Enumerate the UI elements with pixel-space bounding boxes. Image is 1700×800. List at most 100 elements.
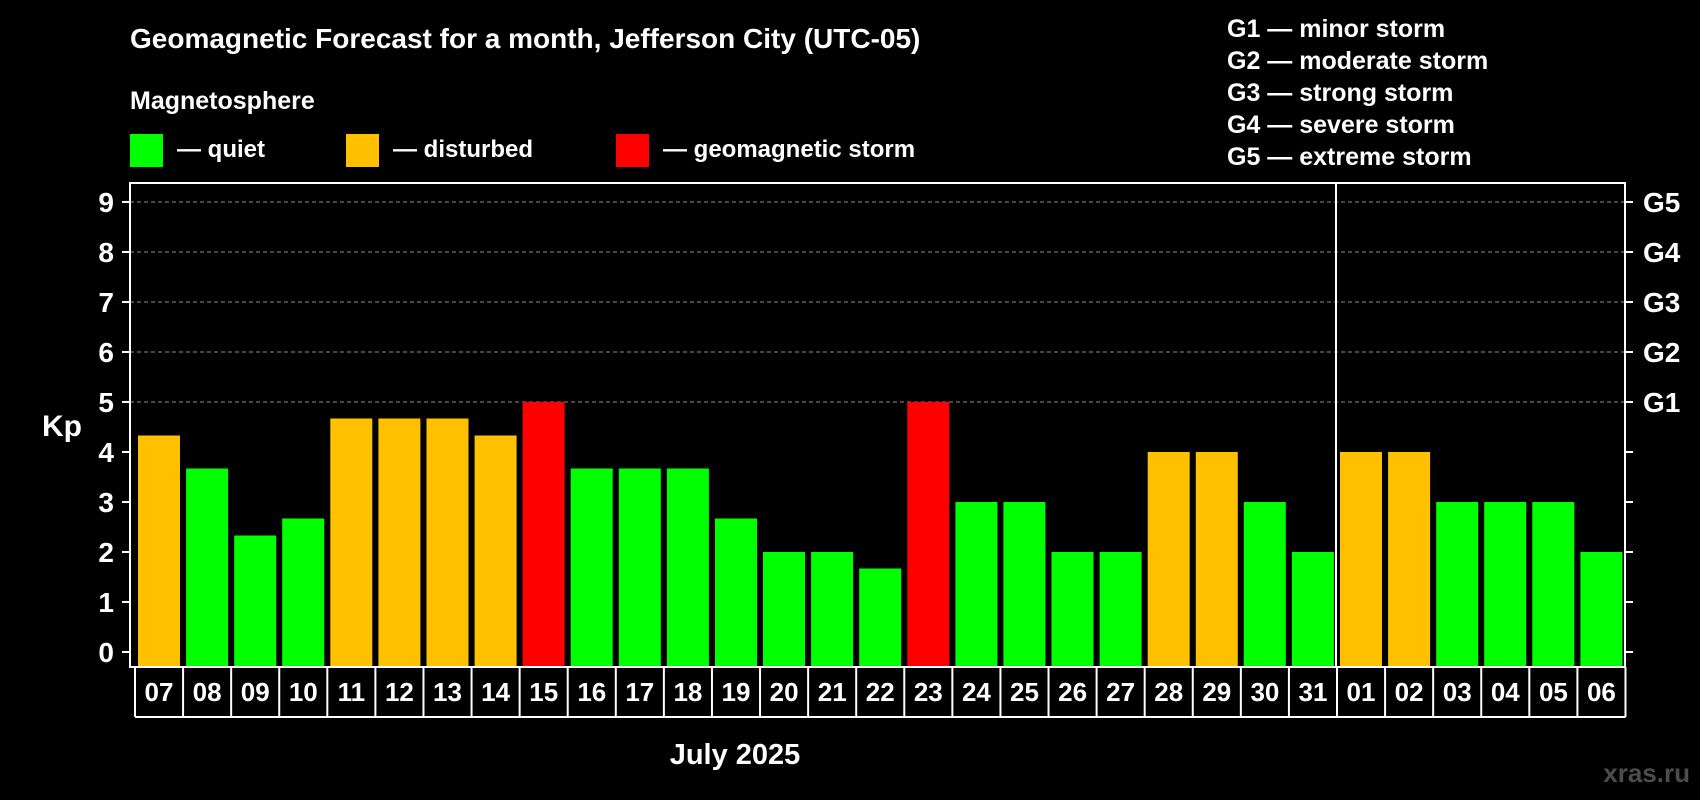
x-tick-label-20: 20 <box>770 677 799 707</box>
bars <box>138 402 1623 667</box>
bar-08 <box>186 468 229 667</box>
storm-scale-legend: G1 — minor storm G2 — moderate storm G3 … <box>1227 15 1488 171</box>
y-tick-label: 2 <box>98 537 114 568</box>
bar-18 <box>666 468 709 667</box>
x-tick-label-03: 03 <box>1443 677 1472 707</box>
bar-05 <box>1532 502 1575 667</box>
y-tick-label: 0 <box>98 637 114 668</box>
x-tick-label-19: 19 <box>722 677 751 707</box>
x-tick-label-13: 13 <box>433 677 462 707</box>
x-tick-label-24: 24 <box>962 677 991 707</box>
x-tick-label-18: 18 <box>673 677 702 707</box>
x-tick-label-12: 12 <box>385 677 414 707</box>
legend-label-disturbed: — disturbed <box>393 136 533 163</box>
bar-22 <box>859 568 902 667</box>
bar-13 <box>426 418 469 667</box>
legend-swatch-disturbed <box>346 134 379 167</box>
bar-07 <box>138 435 180 667</box>
bar-12 <box>378 418 421 667</box>
storm-scale-g4: G4 — severe storm <box>1227 111 1455 139</box>
x-tick-label-14: 14 <box>481 677 510 707</box>
bar-14 <box>474 435 517 667</box>
legend-label-storm: — geomagnetic storm <box>663 136 915 163</box>
y-axis-ticks: 0 1 2 3 4 5 6 7 8 9 <box>98 187 1633 668</box>
x-tick-label-04: 04 <box>1491 677 1520 707</box>
bar-21 <box>811 552 854 667</box>
bar-19 <box>715 518 757 667</box>
x-tick-label-28: 28 <box>1154 677 1183 707</box>
x-tick-label-06: 06 <box>1587 677 1616 707</box>
x-tick-label-11: 11 <box>338 677 366 707</box>
bar-01 <box>1340 452 1382 667</box>
bar-24 <box>955 502 998 667</box>
x-tick-label-29: 29 <box>1202 677 1231 707</box>
storm-level-label-g4: G4 <box>1643 237 1681 268</box>
bar-29 <box>1195 452 1238 667</box>
legend-heading: Magnetosphere <box>130 87 315 115</box>
x-tick-label-09: 09 <box>241 677 270 707</box>
plot-frame <box>129 182 1626 668</box>
x-tick-label-15: 15 <box>529 677 558 707</box>
y-tick-label: 8 <box>98 237 114 268</box>
bar-02 <box>1388 452 1431 667</box>
storm-level-label-g3: G3 <box>1643 287 1680 318</box>
bar-23 <box>907 402 950 667</box>
x-tick-label-27: 27 <box>1106 677 1135 707</box>
x-tick-label-30: 30 <box>1250 677 1279 707</box>
x-tick-label-02: 02 <box>1395 677 1424 707</box>
bar-03 <box>1436 502 1479 667</box>
bar-10 <box>282 518 325 667</box>
bar-04 <box>1484 502 1527 667</box>
watermark: xras.ru <box>1603 758 1690 788</box>
x-tick-label-22: 22 <box>866 677 895 707</box>
x-tick-label-07: 07 <box>145 677 174 707</box>
y-tick-label: 3 <box>98 487 114 518</box>
storm-scale-g2: G2 — moderate storm <box>1227 47 1488 75</box>
bar-28 <box>1147 452 1190 667</box>
bar-20 <box>763 552 805 667</box>
bar-16 <box>570 468 613 667</box>
bar-30 <box>1243 502 1286 667</box>
bar-09 <box>234 535 277 667</box>
legend-swatch-storm <box>616 134 649 167</box>
bar-27 <box>1099 552 1142 667</box>
x-tick-label-23: 23 <box>914 677 943 707</box>
storm-scale-g5: G5 — extreme storm <box>1227 143 1472 171</box>
storm-level-label-g1: G1 <box>1643 387 1680 418</box>
x-tick-label-05: 05 <box>1539 677 1568 707</box>
bar-31 <box>1291 552 1334 667</box>
y-tick-label: 9 <box>98 187 114 218</box>
bar-26 <box>1051 552 1094 667</box>
x-tick-label-01: 01 <box>1347 677 1376 707</box>
x-axis-label: July 2025 <box>670 739 801 771</box>
x-tick-label-16: 16 <box>577 677 606 707</box>
storm-scale-g3: G3 — strong storm <box>1227 79 1453 107</box>
storm-level-label-g5: G5 <box>1643 187 1680 218</box>
legend-swatch-quiet <box>130 134 163 167</box>
x-tick-label-17: 17 <box>625 677 654 707</box>
x-tick-label-26: 26 <box>1058 677 1087 707</box>
x-tick-label-31: 31 <box>1299 677 1328 707</box>
plot-border <box>129 182 1626 668</box>
storm-scale-g1: G1 — minor storm <box>1227 15 1445 43</box>
y-tick-label: 7 <box>98 287 114 318</box>
x-axis-date-labels: 07 08 09 10 11 12 13 14 15 16 17 18 19 20 21 22 23 24 25 26… <box>134 667 1627 718</box>
bar-17 <box>618 468 661 667</box>
bar-06 <box>1580 552 1623 667</box>
bar-11 <box>330 418 373 667</box>
storm-level-label-g2: G2 <box>1643 337 1680 368</box>
y-tick-label: 6 <box>98 337 114 368</box>
x-tick-label-21: 21 <box>818 677 847 707</box>
storm-level-axis: G1 G2 G3 G4 G5 <box>1643 187 1681 418</box>
x-tick-label-08: 08 <box>193 677 222 707</box>
chart-title: Geomagnetic Forecast for a month, Jeffer… <box>130 23 920 54</box>
y-tick-label: 4 <box>98 437 114 468</box>
legend-label-quiet: — quiet <box>177 136 265 163</box>
x-tick-label-25: 25 <box>1010 677 1039 707</box>
legend: — quiet — disturbed — geomagnetic storm <box>130 134 915 167</box>
x-tick-label-10: 10 <box>289 677 318 707</box>
bar-25 <box>1003 502 1046 667</box>
y-tick-label: 5 <box>98 387 114 418</box>
y-axis-label: Kp <box>42 410 82 443</box>
